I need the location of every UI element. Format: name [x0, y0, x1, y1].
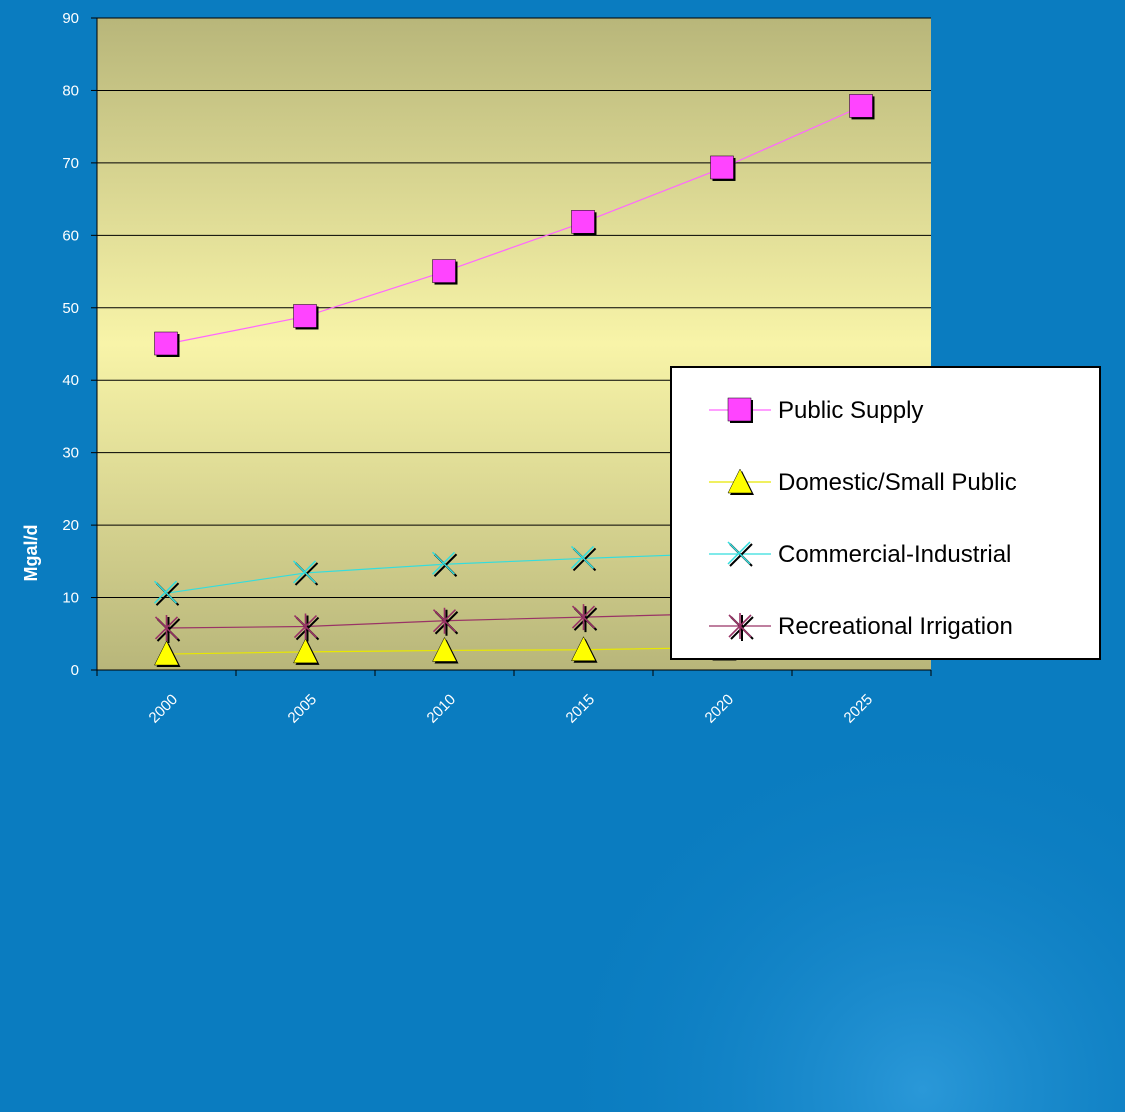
marker-triangle	[154, 640, 179, 666]
marker-triangle	[432, 636, 457, 662]
data-point	[571, 604, 598, 633]
data-point	[293, 638, 320, 665]
y-axis-ticks: 0 10 20 30 40 50 60 70 80 90	[62, 10, 97, 679]
data-point	[432, 259, 458, 285]
marker-x	[431, 551, 456, 575]
marker-square	[727, 397, 752, 422]
data-point	[293, 613, 320, 642]
legend-item: Recreational Irrigation	[709, 613, 1013, 641]
marker-triangle	[293, 638, 318, 664]
legend-swatch-marker	[727, 397, 753, 423]
data-point	[431, 551, 458, 577]
marker-square	[432, 259, 456, 283]
y-tick-label: 30	[62, 445, 79, 462]
marker-x	[727, 541, 751, 565]
y-tick-label: 70	[62, 155, 79, 172]
marker-star	[728, 613, 752, 639]
y-tick-label: 90	[62, 10, 79, 27]
data-point	[432, 636, 459, 664]
marker-square	[293, 304, 317, 328]
series-line	[166, 105, 862, 345]
data-point	[293, 304, 319, 330]
legend-label: Public Supply	[778, 397, 923, 424]
legend-swatch-marker	[727, 468, 754, 495]
y-tick-label: 80	[62, 82, 79, 99]
marker-star	[293, 613, 318, 640]
legend-swatch-marker	[727, 541, 753, 567]
y-tick-label: 40	[62, 372, 79, 389]
y-tick-label: 60	[62, 227, 79, 244]
marker-triangle	[571, 636, 596, 661]
legend-item: Commercial-Industrial	[709, 541, 1011, 568]
marker-star	[154, 614, 179, 641]
marker-square	[571, 210, 595, 234]
legend-item: Domestic/Small Public	[709, 468, 1017, 496]
legend-label: Domestic/Small Public	[778, 469, 1017, 496]
data-point	[849, 94, 875, 120]
legend-swatch-marker	[728, 613, 754, 641]
data-point	[292, 560, 319, 586]
marker-triangle	[727, 468, 753, 494]
data-point	[570, 545, 597, 572]
legend-item: Public Supply	[709, 397, 923, 424]
marker-star	[432, 607, 457, 634]
y-tick-label: 20	[62, 517, 79, 534]
y-tick-label: 10	[62, 590, 79, 607]
legend-label: Recreational Irrigation	[778, 613, 1013, 640]
legend: Public Supply Domestic/Small Public Commer…	[670, 366, 1101, 660]
series-public-supply	[154, 94, 875, 357]
y-tick-label: 50	[62, 300, 79, 317]
marker-square	[154, 331, 178, 356]
data-point	[432, 607, 459, 636]
legend-label: Commercial-Industrial	[778, 541, 1011, 568]
data-point	[710, 155, 736, 181]
marker-square	[710, 155, 734, 180]
marker-x	[292, 560, 317, 584]
marker-square	[849, 94, 873, 118]
data-point	[153, 580, 180, 606]
marker-star	[571, 604, 596, 631]
data-point	[154, 640, 181, 668]
data-point	[154, 331, 180, 357]
data-point	[154, 614, 181, 643]
y-tick-label: 0	[71, 662, 79, 679]
y-axis-label: Mgal/d	[21, 525, 41, 582]
data-point	[571, 636, 598, 663]
marker-x	[153, 580, 178, 604]
data-point	[571, 210, 597, 236]
marker-x	[570, 545, 595, 569]
